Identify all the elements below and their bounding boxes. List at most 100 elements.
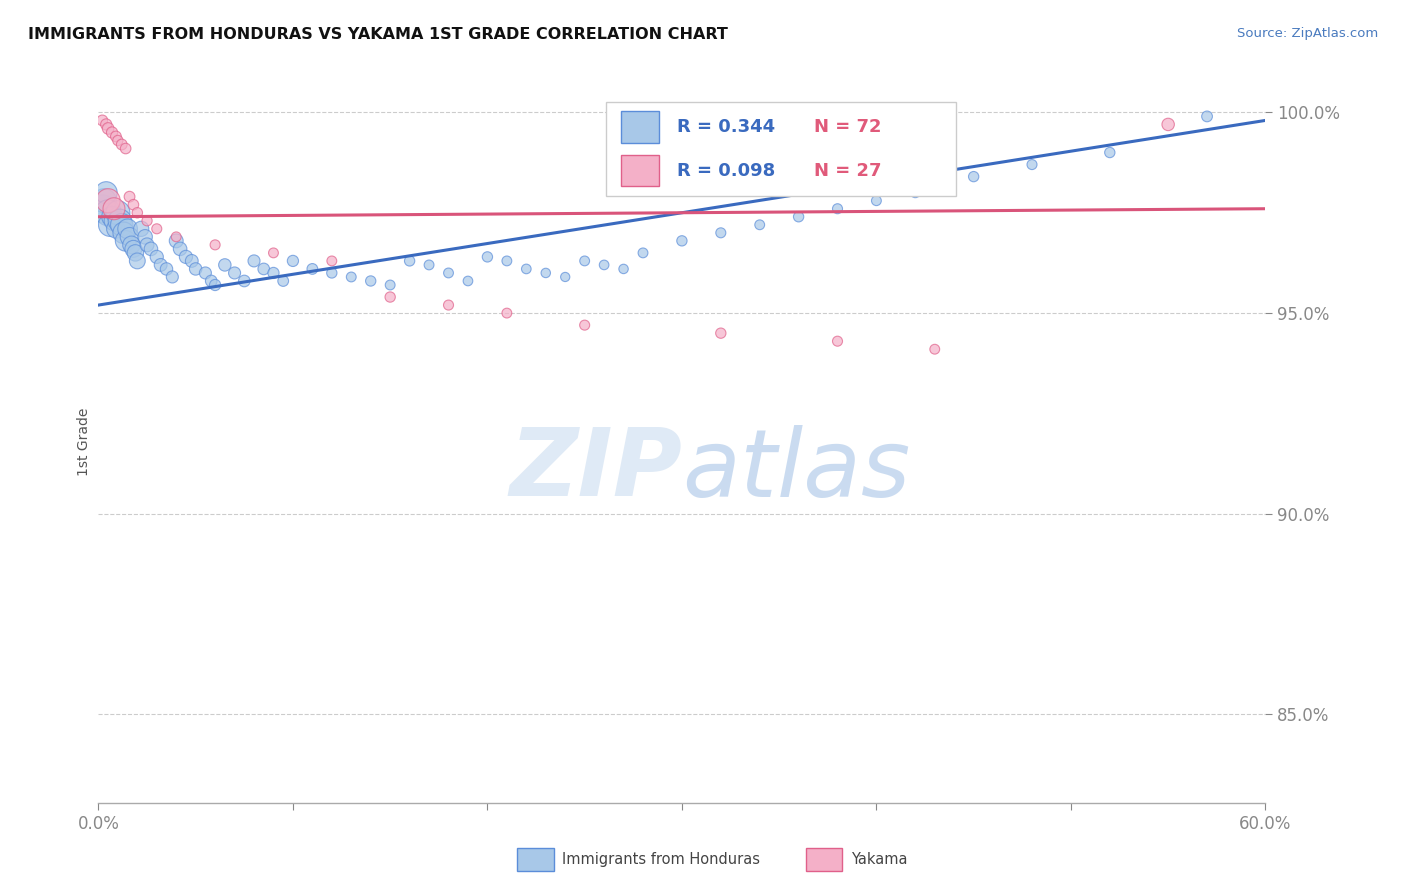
Point	[253, 262, 276, 277]
Point	[214, 258, 236, 272]
Point	[101, 210, 124, 224]
Point	[93, 194, 115, 208]
Point	[748, 218, 770, 232]
Point	[827, 334, 849, 349]
FancyBboxPatch shape	[621, 112, 658, 143]
Point	[224, 266, 246, 280]
Point	[98, 218, 121, 232]
Point	[96, 118, 118, 132]
Point	[91, 202, 114, 216]
Point	[149, 258, 172, 272]
Point	[96, 186, 118, 200]
Point	[103, 214, 125, 228]
Point	[180, 254, 202, 268]
Point	[169, 242, 191, 256]
FancyBboxPatch shape	[606, 102, 956, 196]
Point	[418, 258, 440, 272]
Point	[631, 246, 654, 260]
Point	[340, 270, 363, 285]
Point	[204, 238, 226, 252]
Point	[613, 262, 636, 277]
Point	[904, 186, 927, 200]
Point	[554, 270, 576, 285]
Point	[515, 262, 537, 277]
Text: R = 0.098: R = 0.098	[678, 161, 776, 179]
Point	[114, 234, 136, 248]
Point	[111, 137, 134, 152]
Point	[437, 266, 460, 280]
Point	[534, 266, 557, 280]
Point	[281, 254, 304, 268]
Point	[787, 210, 810, 224]
Point	[710, 326, 733, 341]
Point	[129, 222, 152, 236]
Point	[360, 274, 382, 288]
Point	[107, 206, 129, 220]
Point	[321, 266, 343, 280]
Point	[108, 214, 131, 228]
Point	[117, 222, 139, 236]
Text: R = 0.344: R = 0.344	[678, 119, 775, 136]
Point	[398, 254, 420, 268]
Point	[146, 250, 169, 264]
Point	[101, 126, 124, 140]
Point	[118, 230, 141, 244]
Point	[477, 250, 499, 264]
Point	[121, 238, 143, 252]
Point	[122, 198, 145, 212]
Point	[380, 290, 402, 304]
Point	[574, 318, 596, 333]
Point	[593, 258, 616, 272]
Point	[112, 226, 135, 240]
Point	[233, 274, 256, 288]
Point	[103, 202, 125, 216]
Point	[1195, 110, 1218, 124]
Point	[155, 262, 177, 277]
Point	[962, 169, 984, 184]
Point	[97, 206, 120, 220]
Point	[127, 206, 149, 220]
Point	[136, 214, 159, 228]
Point	[262, 266, 284, 280]
Point	[118, 190, 141, 204]
Point	[104, 129, 127, 144]
Point	[184, 262, 207, 277]
Point	[97, 121, 120, 136]
Point	[865, 194, 887, 208]
Point	[165, 230, 187, 244]
Point	[496, 306, 519, 320]
Point	[321, 254, 343, 268]
Point	[200, 274, 222, 288]
Point	[380, 278, 402, 293]
Text: N = 72: N = 72	[814, 119, 882, 136]
Point	[104, 222, 127, 236]
Point	[496, 254, 519, 268]
Point	[671, 234, 693, 248]
FancyBboxPatch shape	[621, 154, 658, 186]
Point	[139, 242, 162, 256]
Point	[122, 242, 145, 256]
Point	[924, 343, 946, 357]
Point	[1021, 158, 1043, 172]
Point	[574, 254, 596, 268]
Y-axis label: 1st Grade: 1st Grade	[77, 408, 91, 475]
Point	[243, 254, 266, 268]
Point	[301, 262, 323, 277]
Text: atlas: atlas	[682, 425, 910, 516]
Point	[1157, 118, 1180, 132]
Point	[107, 134, 129, 148]
Point	[827, 202, 849, 216]
Point	[91, 113, 114, 128]
Point	[134, 230, 156, 244]
Point	[174, 250, 197, 264]
Point	[162, 270, 184, 285]
Point	[165, 234, 187, 248]
Point	[97, 194, 120, 208]
Point	[271, 274, 294, 288]
Point	[1098, 145, 1121, 160]
Point	[457, 274, 479, 288]
Point	[437, 298, 460, 312]
Text: Source: ZipAtlas.com: Source: ZipAtlas.com	[1237, 27, 1378, 40]
Point	[146, 222, 169, 236]
Text: IMMIGRANTS FROM HONDURAS VS YAKAMA 1ST GRADE CORRELATION CHART: IMMIGRANTS FROM HONDURAS VS YAKAMA 1ST G…	[28, 27, 728, 42]
